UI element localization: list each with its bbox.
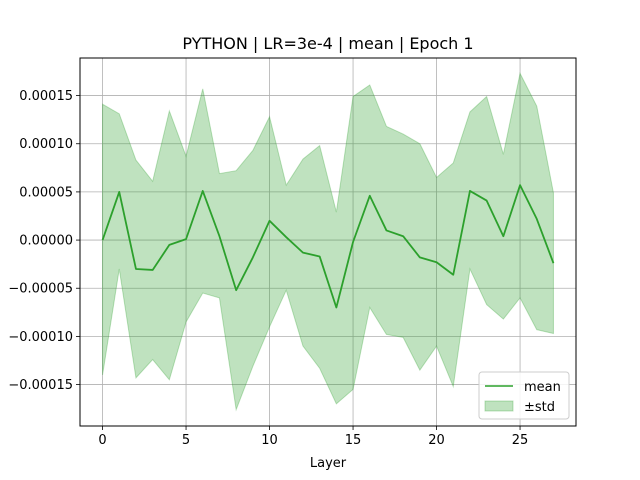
- legend: mean ±std: [478, 371, 570, 420]
- x-axis-ticks: 0 5 10 15 20 25: [98, 426, 528, 448]
- mean-line: [101, 184, 555, 309]
- plot-frame: [79, 57, 577, 427]
- y-tick-label: −0.00010: [8, 330, 73, 345]
- grid: [80, 58, 576, 426]
- y-tick-label: 0.00000: [19, 234, 73, 249]
- y-tick-label: −0.00015: [8, 378, 73, 393]
- y-tick-label: 0.00010: [19, 137, 73, 152]
- mean-series: [101, 184, 555, 309]
- chart-title: PYTHON | LR=3e-4 | mean | Epoch 1: [182, 34, 473, 53]
- x-axis-label: Layer: [310, 456, 347, 471]
- legend-std-label: ±std: [524, 400, 555, 415]
- y-tick-label: 0.00005: [19, 185, 73, 200]
- x-tick-label: 20: [428, 433, 445, 448]
- y-tick-label: 0.00015: [19, 89, 73, 104]
- std-band-area: [102, 71, 554, 412]
- legend-mean-label: mean: [524, 380, 561, 395]
- x-tick-label: 10: [261, 433, 278, 448]
- y-tick-label: −0.00005: [8, 282, 73, 297]
- x-tick-label: 15: [345, 433, 362, 448]
- legend-std-swatch: [484, 400, 514, 412]
- x-tick-label: 5: [182, 433, 190, 448]
- std-band: [102, 71, 554, 412]
- x-tick-label: 25: [512, 433, 529, 448]
- y-axis-ticks: −0.00015 −0.00010 −0.00005 0.00000 0.00005 0.…: [8, 89, 80, 393]
- x-tick-label: 0: [98, 433, 106, 448]
- legend-box: [478, 371, 570, 420]
